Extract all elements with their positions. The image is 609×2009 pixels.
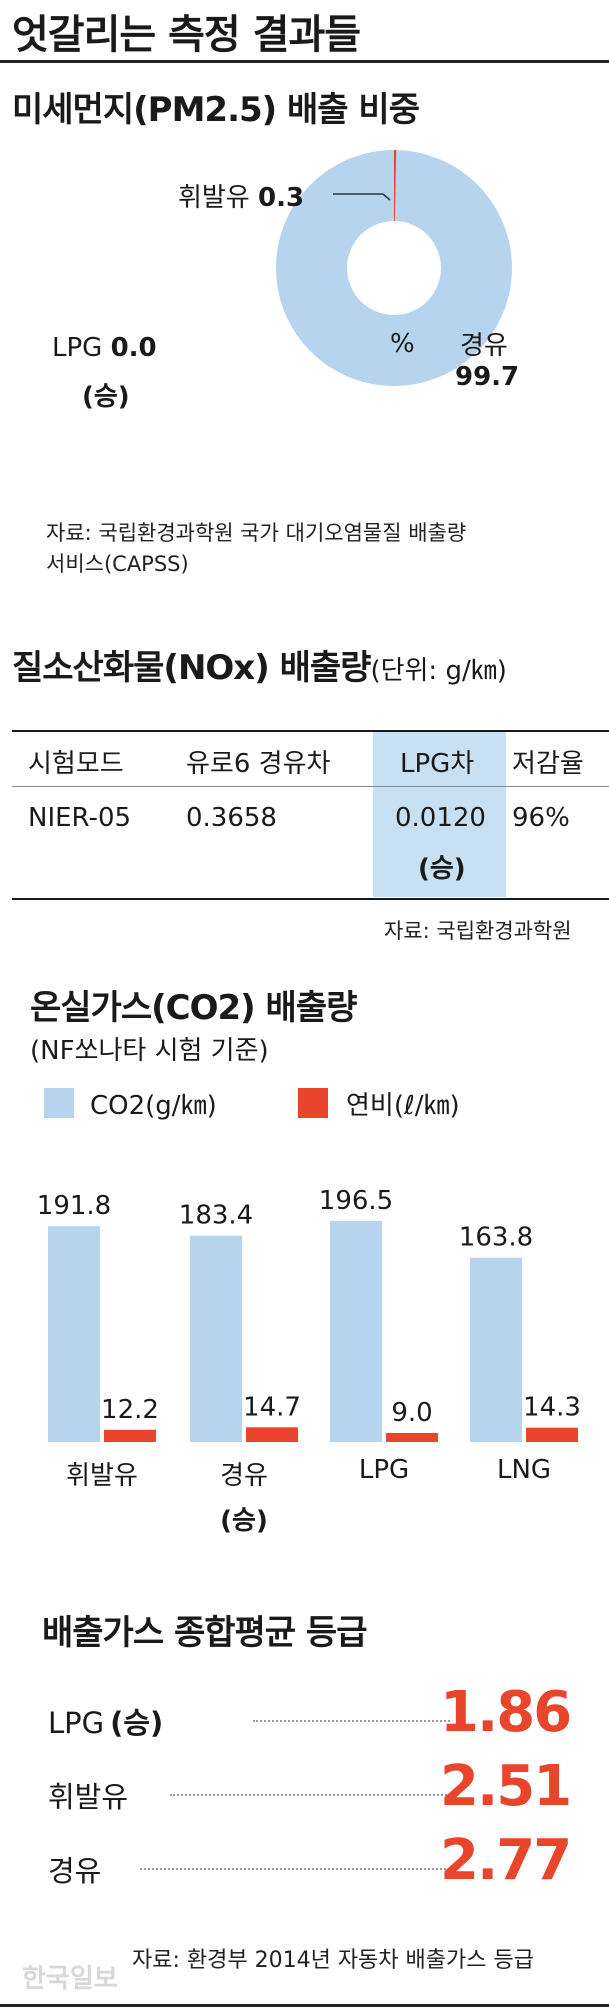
nox-header-mode: 시험모드 (28, 749, 124, 779)
grade-label-gasoline: 휘발유 (48, 1774, 128, 1816)
nox-table-bottom-rule (12, 898, 609, 900)
grade-value-lpg: 1.86 (440, 1680, 572, 1745)
category-label-gasoline: 휘발유 (66, 1461, 138, 1491)
nox-title: 질소산화물(NOx) 배출량(단위: g/㎞) (12, 640, 507, 689)
nox-title-text: 질소산화물(NOx) 배출량 (12, 648, 371, 688)
pie-label-diesel-name: 경유 (460, 331, 508, 361)
pie-label-lpg-name: LPG (52, 333, 103, 363)
donut-hole (347, 221, 441, 315)
bar-co2-lng (470, 1257, 522, 1442)
bar-label-fuel-lng: 14.3 (523, 1393, 581, 1423)
pie-label-lpg: LPG 0.0 (52, 333, 157, 363)
pie-label-lpg-value: 0.0 (110, 333, 157, 363)
nox-source: 자료: 국립환경과학원 (384, 919, 572, 943)
legend-swatch-fuel (298, 1088, 328, 1118)
nox-lpg-highlight (373, 731, 506, 897)
pie-label-lpg-note: (승) (82, 382, 130, 412)
grade-title: 배출가스 종합평균 등급 (42, 1613, 367, 1653)
legend-label-fuel: 연비(ℓ/㎞) (346, 1091, 460, 1121)
bar-label-fuel-diesel: 14.7 (243, 1392, 301, 1422)
pie-label-gasoline: 휘발유 0.3 (178, 177, 304, 214)
bar-label-fuel-gasoline: 12.2 (101, 1395, 159, 1425)
bar-fuel-lng (526, 1427, 578, 1442)
grade-leader-diesel (140, 1868, 450, 1870)
pm-source-line1: 자료: 국립환경과학원 국가 대기오염물질 배출량 (46, 521, 467, 545)
grade-leader-lpg (253, 1720, 450, 1722)
bar-co2-diesel (190, 1235, 242, 1442)
co2-title: 온실가스(CO2) 배출량 (30, 988, 357, 1028)
grade-value-gasoline: 2.51 (440, 1754, 572, 1819)
nox-header-lpg: LPG차 (400, 749, 475, 779)
grade-label-text: 경유 (48, 1854, 102, 1888)
category-label-lpg: LPG (358, 1455, 410, 1485)
nox-cell-lpg-note: (승) (418, 854, 466, 884)
bar-fuel-diesel (246, 1427, 298, 1442)
bottom-divider (0, 2004, 609, 2007)
watermark: 한국일보 (22, 1964, 118, 1994)
bar-co2-gasoline (48, 1226, 100, 1442)
nox-cell-lpg: 0.0120 (395, 803, 486, 833)
grade-leader-gasoline (170, 1794, 450, 1796)
nox-table-header-rule (12, 786, 609, 787)
co2-bars: 191.8 12.2 183.4 14.7 196.5 9.0 163.8 14.3 (37, 1186, 581, 1442)
gasoline-leader-tick (382, 193, 391, 201)
nox-unit: (단위: g/㎞) (370, 656, 507, 686)
nox-table-top-rule (12, 730, 609, 732)
pm-source-line2: 서비스(CAPSS) (46, 552, 189, 576)
bar-co2-lpg (330, 1220, 382, 1442)
main-title: 엇갈리는 측정 결과들 (12, 12, 361, 58)
pie-label-gasoline-name: 휘발유 (178, 183, 250, 213)
co2-bar-chart: 191.8 12.2 183.4 14.7 196.5 9.0 163.8 14.3 (37, 1186, 581, 1442)
pie-label-diesel-value: 99.7 (455, 362, 520, 392)
grade-source: 자료: 환경부 2014년 자동차 배출가스 등급 (132, 1948, 534, 1973)
grade-label-lpg: LPG (승) (48, 1700, 163, 1742)
category-label-diesel: 경유 (220, 1461, 268, 1491)
bar-label-co2-lng: 163.8 (459, 1223, 533, 1253)
nox-cell-reduction: 96% (512, 803, 570, 833)
bar-label-co2-gasoline: 191.8 (37, 1191, 111, 1221)
nox-header-reduction: 저감율 (512, 749, 584, 779)
co2-subtitle: (NF쏘나타 시험 기준) (30, 1036, 269, 1066)
category-label-lng: LNG (496, 1455, 552, 1485)
pie-label-gasoline-value: 0.3 (258, 183, 305, 213)
grade-label-note: (승) (110, 1706, 164, 1740)
nox-cell-diesel: 0.3658 (186, 803, 277, 833)
legend-swatch-co2 (44, 1088, 74, 1118)
grade-value-diesel: 2.77 (440, 1828, 572, 1893)
legend-label-co2: CO2(g/㎞) (90, 1091, 217, 1121)
nox-header-diesel: 유로6 경유차 (186, 749, 331, 779)
bar-label-fuel-lpg: 9.0 (391, 1398, 432, 1428)
grade-label-text: 휘발유 (48, 1780, 129, 1814)
grade-label-diesel: 경유 (48, 1848, 101, 1890)
donut-center-label: % (390, 329, 415, 359)
bar-fuel-gasoline (104, 1429, 156, 1442)
top-divider (0, 60, 609, 63)
pm-title: 미세먼지(PM2.5) 배출 비중 (12, 90, 420, 130)
nox-cell-mode: NIER-05 (28, 803, 132, 833)
bar-fuel-lpg (386, 1433, 438, 1442)
bar-label-co2-lpg: 196.5 (319, 1186, 393, 1216)
pm-donut-chart (276, 150, 512, 386)
grade-label-text: LPG (48, 1706, 105, 1740)
category-note-diesel: (승) (220, 1506, 268, 1536)
bar-label-co2-diesel: 183.4 (179, 1201, 253, 1231)
